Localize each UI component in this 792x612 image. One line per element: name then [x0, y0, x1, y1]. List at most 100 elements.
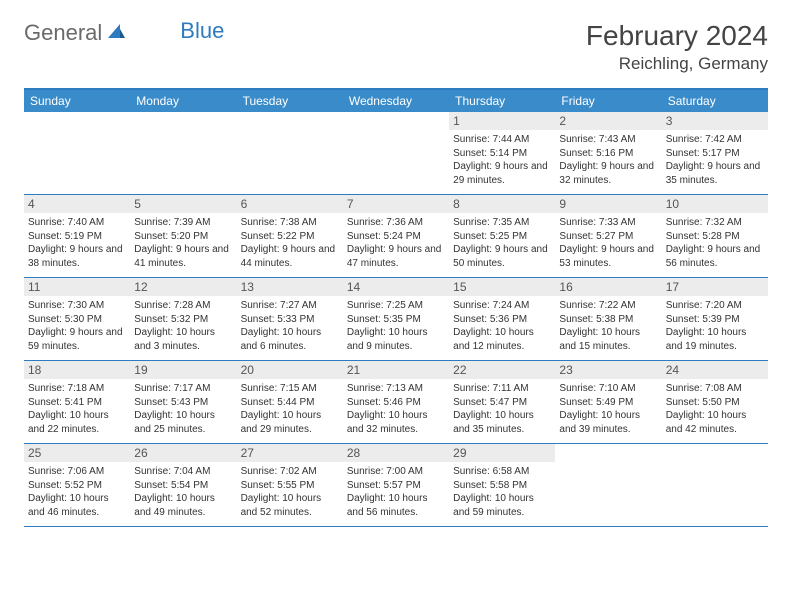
- day-info: Sunrise: 7:25 AMSunset: 5:35 PMDaylight:…: [347, 299, 445, 353]
- empty-day: [130, 112, 236, 194]
- title-block: February 2024 Reichling, Germany: [586, 20, 768, 74]
- day-info: Sunrise: 7:04 AMSunset: 5:54 PMDaylight:…: [134, 465, 232, 519]
- day-number: 22: [449, 361, 555, 379]
- weekday-row: SundayMondayTuesdayWednesdayThursdayFrid…: [24, 90, 768, 112]
- day-number: 15: [449, 278, 555, 296]
- day-cell: 27Sunrise: 7:02 AMSunset: 5:55 PMDayligh…: [237, 444, 343, 526]
- day-cell: 9 Sunrise: 7:33 AMSunset: 5:27 PMDaylight…: [555, 195, 661, 277]
- day-info: Sunrise: 7:32 AMSunset: 5:28 PMDaylight:…: [666, 216, 764, 270]
- day-cell: 10Sunrise: 7:32 AMSunset: 5:28 PMDayligh…: [662, 195, 768, 277]
- day-info: Sunrise: 7:00 AMSunset: 5:57 PMDaylight:…: [347, 465, 445, 519]
- weeks-container: 1 Sunrise: 7:44 AMSunset: 5:14 PMDaylight…: [24, 112, 768, 527]
- week-row: 18Sunrise: 7:18 AMSunset: 5:41 PMDayligh…: [24, 361, 768, 444]
- day-cell: 1 Sunrise: 7:44 AMSunset: 5:14 PMDaylight…: [449, 112, 555, 194]
- week-row: 1 Sunrise: 7:44 AMSunset: 5:14 PMDaylight…: [24, 112, 768, 195]
- day-info: Sunrise: 6:58 AMSunset: 5:58 PMDaylight:…: [453, 465, 551, 519]
- logo-text-2: Blue: [180, 18, 224, 44]
- weekday-header: Monday: [130, 90, 236, 112]
- day-info: Sunrise: 7:27 AMSunset: 5:33 PMDaylight:…: [241, 299, 339, 353]
- day-info: Sunrise: 7:43 AMSunset: 5:16 PMDaylight:…: [559, 133, 657, 187]
- day-info: Sunrise: 7:02 AMSunset: 5:55 PMDaylight:…: [241, 465, 339, 519]
- day-number: 5: [130, 195, 236, 213]
- day-info: Sunrise: 7:11 AMSunset: 5:47 PMDaylight:…: [453, 382, 551, 436]
- day-number: 16: [555, 278, 661, 296]
- day-info: Sunrise: 7:44 AMSunset: 5:14 PMDaylight:…: [453, 133, 551, 187]
- day-number: 23: [555, 361, 661, 379]
- day-info: Sunrise: 7:42 AMSunset: 5:17 PMDaylight:…: [666, 133, 764, 187]
- empty-day: [662, 444, 768, 526]
- day-number: 18: [24, 361, 130, 379]
- day-number: 12: [130, 278, 236, 296]
- day-cell: 19Sunrise: 7:17 AMSunset: 5:43 PMDayligh…: [130, 361, 236, 443]
- month-title: February 2024: [586, 20, 768, 52]
- day-cell: 16 Sunrise: 7:22 AMSunset: 5:38 PMDayligh…: [555, 278, 661, 360]
- day-cell: 3 Sunrise: 7:42 AMSunset: 5:17 PMDaylight…: [662, 112, 768, 194]
- day-number: 29: [449, 444, 555, 462]
- day-cell: 18Sunrise: 7:18 AMSunset: 5:41 PMDayligh…: [24, 361, 130, 443]
- day-info: Sunrise: 7:40 AMSunset: 5:19 PMDaylight:…: [28, 216, 126, 270]
- day-info: Sunrise: 7:39 AMSunset: 5:20 PMDaylight:…: [134, 216, 232, 270]
- day-cell: 11 Sunrise: 7:30 AMSunset: 5:30 PMDayligh…: [24, 278, 130, 360]
- day-info: Sunrise: 7:22 AMSunset: 5:38 PMDaylight:…: [559, 299, 657, 353]
- day-cell: 21 Sunrise: 7:13 AMSunset: 5:46 PMDayligh…: [343, 361, 449, 443]
- day-info: Sunrise: 7:30 AMSunset: 5:30 PMDaylight:…: [28, 299, 126, 353]
- day-number: 3: [662, 112, 768, 130]
- day-number: 7: [343, 195, 449, 213]
- day-info: Sunrise: 7:10 AMSunset: 5:49 PMDaylight:…: [559, 382, 657, 436]
- day-number: 17: [662, 278, 768, 296]
- day-info: Sunrise: 7:13 AMSunset: 5:46 PMDaylight:…: [347, 382, 445, 436]
- day-cell: 22 Sunrise: 7:11 AMSunset: 5:47 PMDayligh…: [449, 361, 555, 443]
- day-cell: 26 Sunrise: 7:04 AMSunset: 5:54 PMDayligh…: [130, 444, 236, 526]
- day-number: 26: [130, 444, 236, 462]
- day-number: 24: [662, 361, 768, 379]
- logo-sail-icon: [106, 20, 126, 46]
- week-row: 4 Sunrise: 7:40 AMSunset: 5:19 PMDaylight…: [24, 195, 768, 278]
- empty-day: [343, 112, 449, 194]
- day-cell: 13 Sunrise: 7:27 AMSunset: 5:33 PMDayligh…: [237, 278, 343, 360]
- day-info: Sunrise: 7:06 AMSunset: 5:52 PMDaylight:…: [28, 465, 126, 519]
- calendar: SundayMondayTuesdayWednesdayThursdayFrid…: [24, 88, 768, 527]
- day-number: 20: [237, 361, 343, 379]
- week-row: 11 Sunrise: 7:30 AMSunset: 5:30 PMDayligh…: [24, 278, 768, 361]
- day-cell: 12Sunrise: 7:28 AMSunset: 5:32 PMDayligh…: [130, 278, 236, 360]
- day-number: 14: [343, 278, 449, 296]
- weekday-header: Friday: [555, 90, 661, 112]
- empty-day: [237, 112, 343, 194]
- day-number: 1: [449, 112, 555, 130]
- day-cell: 4 Sunrise: 7:40 AMSunset: 5:19 PMDaylight…: [24, 195, 130, 277]
- day-number: 21: [343, 361, 449, 379]
- weekday-header: Saturday: [662, 90, 768, 112]
- day-number: 6: [237, 195, 343, 213]
- day-info: Sunrise: 7:33 AMSunset: 5:27 PMDaylight:…: [559, 216, 657, 270]
- day-cell: 28 Sunrise: 7:00 AMSunset: 5:57 PMDayligh…: [343, 444, 449, 526]
- header: General Blue February 2024 Reichling, Ge…: [24, 20, 768, 74]
- day-cell: 23 Sunrise: 7:10 AMSunset: 5:49 PMDayligh…: [555, 361, 661, 443]
- day-info: Sunrise: 7:24 AMSunset: 5:36 PMDaylight:…: [453, 299, 551, 353]
- day-cell: 7 Sunrise: 7:36 AMSunset: 5:24 PMDaylight…: [343, 195, 449, 277]
- day-info: Sunrise: 7:15 AMSunset: 5:44 PMDaylight:…: [241, 382, 339, 436]
- day-info: Sunrise: 7:36 AMSunset: 5:24 PMDaylight:…: [347, 216, 445, 270]
- day-number: 25: [24, 444, 130, 462]
- day-cell: 2Sunrise: 7:43 AMSunset: 5:16 PMDaylight…: [555, 112, 661, 194]
- day-info: Sunrise: 7:20 AMSunset: 5:39 PMDaylight:…: [666, 299, 764, 353]
- day-cell: 6 Sunrise: 7:38 AMSunset: 5:22 PMDaylight…: [237, 195, 343, 277]
- day-info: Sunrise: 7:35 AMSunset: 5:25 PMDaylight:…: [453, 216, 551, 270]
- day-cell: 8 Sunrise: 7:35 AMSunset: 5:25 PMDaylight…: [449, 195, 555, 277]
- day-info: Sunrise: 7:38 AMSunset: 5:22 PMDaylight:…: [241, 216, 339, 270]
- day-number: 9: [555, 195, 661, 213]
- day-number: 4: [24, 195, 130, 213]
- week-row: 25 Sunrise: 7:06 AMSunset: 5:52 PMDayligh…: [24, 444, 768, 527]
- day-cell: 29 Sunrise: 6:58 AMSunset: 5:58 PMDayligh…: [449, 444, 555, 526]
- empty-day: [24, 112, 130, 194]
- day-cell: 14 Sunrise: 7:25 AMSunset: 5:35 PMDayligh…: [343, 278, 449, 360]
- day-number: 13: [237, 278, 343, 296]
- empty-day: [555, 444, 661, 526]
- day-number: 28: [343, 444, 449, 462]
- logo: General Blue: [24, 20, 224, 46]
- day-number: 8: [449, 195, 555, 213]
- day-cell: 15 Sunrise: 7:24 AMSunset: 5:36 PMDayligh…: [449, 278, 555, 360]
- day-cell: 5 Sunrise: 7:39 AMSunset: 5:20 PMDaylight…: [130, 195, 236, 277]
- day-info: Sunrise: 7:08 AMSunset: 5:50 PMDaylight:…: [666, 382, 764, 436]
- day-number: 19: [130, 361, 236, 379]
- day-number: 11: [24, 278, 130, 296]
